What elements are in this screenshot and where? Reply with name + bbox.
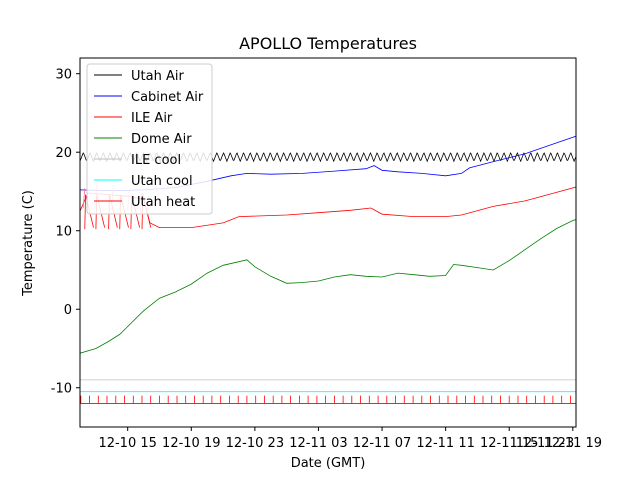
pink-spike	[82, 188, 86, 208]
legend-label-cabinet-air: Cabinet Air	[131, 90, 204, 105]
y-axis-label: Temperature (C)	[21, 190, 36, 297]
series-dome-air	[80, 219, 576, 354]
x-tick-label: 12-11 23	[516, 436, 574, 451]
x-tick-label: 12-10 23	[226, 436, 284, 451]
y-tick-label: 30	[55, 68, 72, 83]
axes-frame	[79, 57, 577, 428]
x-axis-label: Date (GMT)	[291, 456, 366, 471]
x-tick-label: 12-10 15	[98, 436, 156, 451]
legend-box	[86, 63, 213, 215]
x-tick-label: 12-11 19	[544, 436, 602, 451]
legend-label-utah-air: Utah Air	[131, 69, 184, 84]
y-tick-label: 0	[64, 303, 72, 318]
ile-air-spike	[84, 194, 94, 230]
chart-title: APOLLO Temperatures	[239, 34, 417, 53]
x-tick-label: 12-11 15	[480, 436, 538, 451]
y-tick-label: -10	[51, 382, 72, 397]
x-tick-label: 12-10 19	[162, 436, 220, 451]
y-axis: -10 0 10 20 30	[51, 68, 80, 397]
legend: Utah Air Cabinet Air ILE Air Dome Air ILE co…	[86, 63, 213, 215]
series-utah-heat	[80, 395, 576, 404]
x-tick-label: 12-11 11	[416, 436, 474, 451]
y-tick-label: 20	[55, 146, 72, 161]
x-tick-label: 12-11 07	[353, 436, 411, 451]
x-axis: 12-10 15 12-10 19 12-10 23 12-11 03 12-11 07…	[98, 427, 602, 451]
legend-label-ile-cool: ILE cool	[131, 153, 181, 168]
y-tick-label: 10	[55, 225, 72, 240]
x-tick-label: 12-11 03	[289, 436, 347, 451]
legend-label-utah-cool: Utah cool	[131, 174, 193, 189]
legend-label-ile-air: ILE Air	[131, 111, 173, 126]
legend-label-dome-air: Dome Air	[131, 132, 192, 147]
legend-label-utah-heat: Utah heat	[131, 195, 195, 210]
